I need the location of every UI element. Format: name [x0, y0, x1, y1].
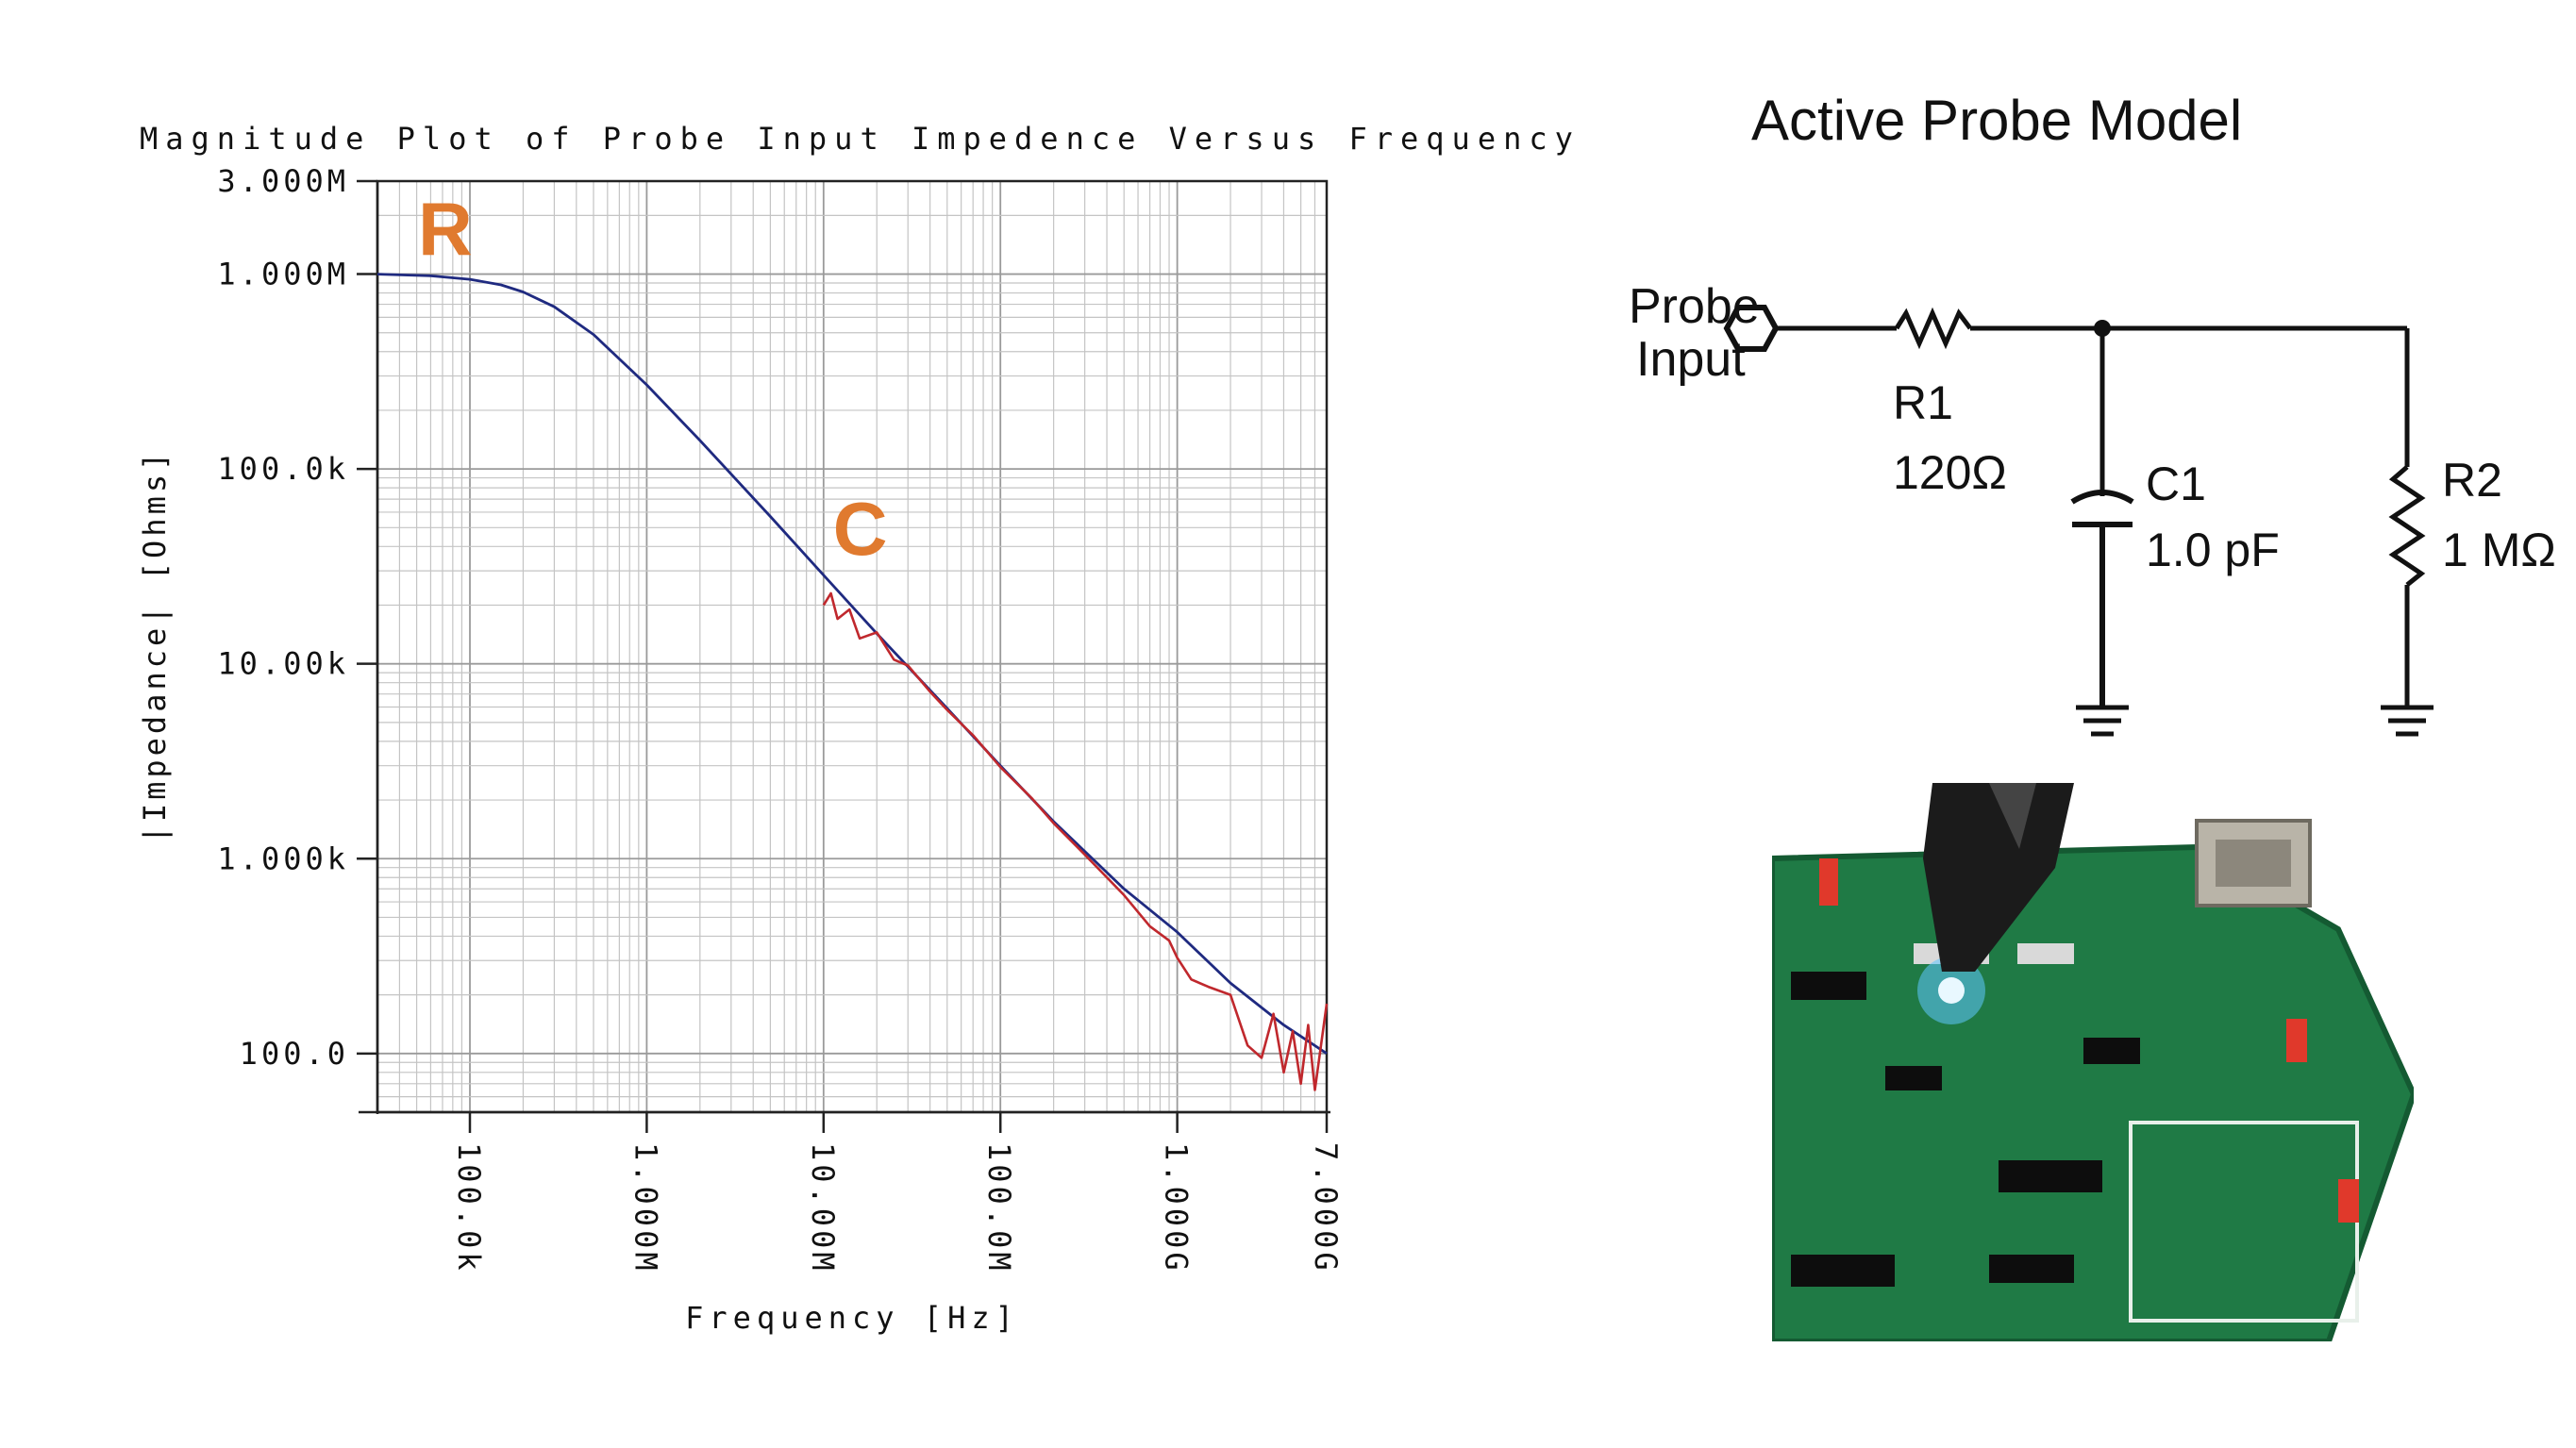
x-axis-label: Frequency [Hz] [685, 1300, 1019, 1336]
y-tick-label: 100.0k [217, 451, 349, 487]
ground-icon-r2 [2381, 705, 2434, 737]
x-tick-label: 100.0M [981, 1142, 1017, 1274]
x-tick-label: 7.000G [1308, 1142, 1344, 1274]
c1-capacitor-icon [2070, 490, 2134, 707]
circuit-board-image [1772, 783, 2414, 1341]
y-tick-label: 1.000k [217, 841, 349, 876]
c1-value: 1.0 pF [2146, 524, 2280, 576]
chart-series [376, 273, 1329, 1091]
series-line-red [822, 591, 1329, 1091]
r2-name: R2 [2442, 454, 2502, 507]
chart-grid [376, 180, 1328, 1113]
r2-value: 1 MΩ [2442, 524, 2556, 576]
y-axis: 3.000M 1.000M 100.0k 10.00k 1.000k 100.0 [217, 163, 379, 1114]
x-tick-label: 100.0k [451, 1142, 487, 1274]
r1-resistor-icon [1894, 307, 1972, 350]
ground-icon-c1 [2076, 705, 2129, 737]
y-tick-label: 3.000M [217, 163, 349, 199]
probe-on-circuit-board-photo [1772, 783, 2414, 1341]
c1-name: C1 [2146, 458, 2206, 510]
x-tick-label: 1.000G [1159, 1142, 1195, 1274]
plot-frame [376, 179, 1329, 1114]
probe-tip-icon [1923, 783, 2074, 972]
probe-input-label-line2: Input [1636, 332, 1746, 387]
annotation-c: C [833, 487, 888, 571]
junction-node [2094, 320, 2111, 337]
circuit-wires [1776, 307, 2410, 496]
chart-title: Magnitude Plot of Probe Input Impedence … [140, 121, 1581, 157]
chart-annotations: RC [418, 188, 888, 572]
y-axis-label: |Impedance| [Ohms] [137, 449, 173, 844]
annotation-r: R [418, 188, 473, 272]
x-tick-label: 10.00M [805, 1142, 841, 1274]
r1-name: R1 [1893, 376, 1953, 429]
series-line-blue [376, 273, 1328, 1055]
y-tick-label: 1.000M [217, 257, 349, 292]
r2-resistor-icon [2388, 465, 2426, 707]
r1-value: 120Ω [1893, 446, 2007, 499]
x-tick-label: 1.000M [627, 1142, 663, 1274]
y-tick-label: 10.00k [217, 646, 349, 682]
y-tick-label: 100.0 [240, 1036, 349, 1072]
diagram-title: Active Probe Model [1751, 89, 2242, 152]
impedance-chart: Magnitude Plot of Probe Input Impedence … [137, 121, 1581, 1336]
probe-model-diagram: Active Probe Model Probe Input R1 120Ω C… [1629, 89, 2556, 737]
x-axis: 100.0k 1.000M 10.00M 100.0M 1.000G 7.000G [359, 1110, 1344, 1274]
